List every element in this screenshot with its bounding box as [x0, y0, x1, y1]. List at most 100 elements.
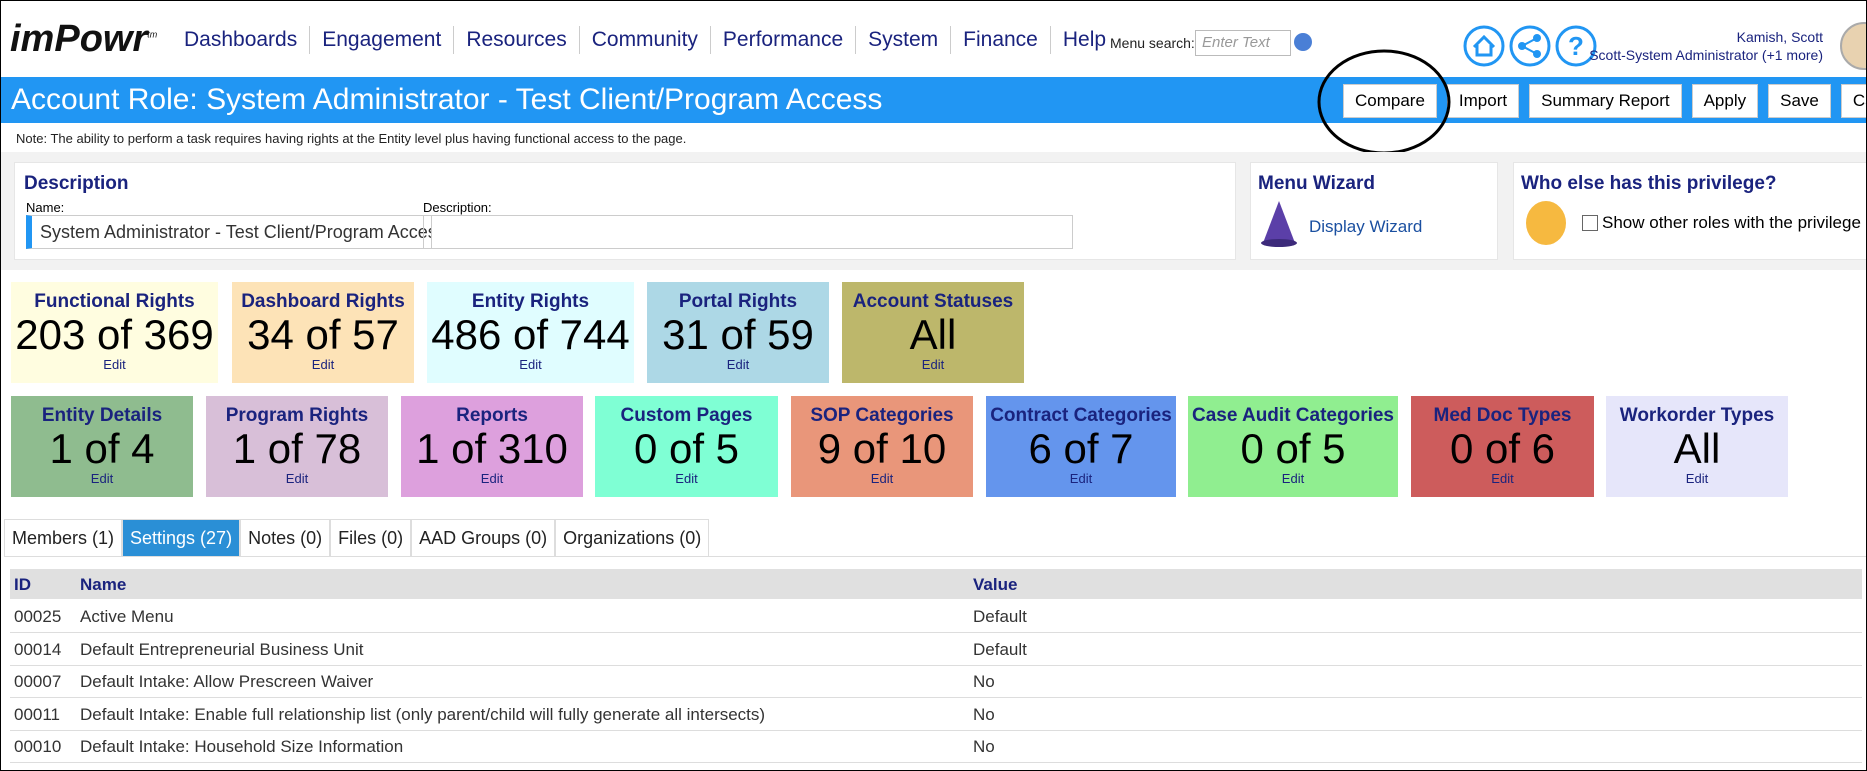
- checkbox[interactable]: [1582, 215, 1598, 231]
- menu-search-input[interactable]: Enter Text: [1195, 30, 1291, 56]
- tile-edit[interactable]: Edit: [285, 471, 309, 486]
- tile-title: Workorder Types: [1619, 405, 1775, 426]
- logo-mark: tm: [147, 29, 158, 40]
- user-role: Scott-System Administrator (+1 more): [1589, 47, 1823, 63]
- title-bar: Account Role: System Administrator - Tes…: [0, 77, 1867, 123]
- tile-value: 1 of 78: [232, 425, 362, 472]
- action-button[interactable]: Apply: [1691, 84, 1759, 118]
- action-button[interactable]: Import: [1446, 84, 1520, 118]
- panel-heading: Menu Wizard: [1258, 173, 1375, 194]
- summary-tile: Reports 1 of 310 Edit: [401, 396, 583, 497]
- table-cell: Default Intake: Allow Prescreen Waiver: [80, 672, 374, 692]
- menu-wizard-panel: Menu Wizard Display Wizard: [1250, 162, 1498, 260]
- share-icon[interactable]: [1509, 25, 1551, 67]
- tile-edit[interactable]: Edit: [519, 357, 542, 372]
- table-row[interactable]: 00014 Default Entrepreneurial Business Un…: [10, 633, 1862, 666]
- tile-value: 9 of 10: [817, 425, 947, 472]
- summary-tile: Dashboard Rights 34 of 57 Edit: [232, 282, 414, 383]
- tile-edit[interactable]: Edit: [1069, 471, 1093, 486]
- table-row[interactable]: 00007 Default Intake: Allow Prescreen Wai…: [10, 665, 1862, 699]
- wizard-icon: [1261, 201, 1297, 247]
- table-cell: 00014: [14, 639, 62, 659]
- tab[interactable]: AAD Groups (0): [411, 519, 556, 557]
- help-icon[interactable]: [1555, 25, 1597, 67]
- tab[interactable]: Files (0): [330, 519, 412, 557]
- top-header: imPowrtm Dashboards Engagement Resources Co…: [0, 0, 1867, 77]
- description-input[interactable]: [423, 215, 1073, 249]
- tab[interactable]: Notes (0): [240, 519, 331, 557]
- name-input[interactable]: System Administrator - Test Client/Progr…: [26, 215, 432, 249]
- nav-item[interactable]: Help: [1062, 28, 1107, 51]
- page-title: Account Role: System Administrator - Tes…: [11, 83, 883, 116]
- tile-edit[interactable]: Edit: [726, 357, 750, 372]
- table-cell: 00007: [14, 672, 62, 692]
- tile-title: Reports: [456, 405, 528, 426]
- summary-tile: Account Statuses All Edit: [842, 282, 1024, 383]
- action-button[interactable]: Save: [1768, 84, 1831, 118]
- tabs-divider: [4, 556, 1867, 557]
- table-row[interactable]: 00025 Active Menu Default: [10, 600, 1862, 633]
- column-header: Name: [80, 575, 127, 594]
- tile-title: Dashboard Rights: [241, 291, 405, 312]
- summary-tile: Functional Rights 203 of 369 Edit: [11, 282, 218, 383]
- tile-value: All: [1673, 425, 1721, 472]
- tile-title: Case Audit Categories: [1191, 405, 1394, 426]
- tab[interactable]: Settings (27): [122, 519, 241, 557]
- table-header: ID Name Value: [10, 569, 1862, 599]
- user-info[interactable]: Kamish, Scott Scott-System Administrator…: [1589, 28, 1823, 64]
- logo[interactable]: imPowrtm: [10, 18, 157, 61]
- tile-edit[interactable]: Edit: [1281, 471, 1305, 486]
- tab[interactable]: Members (1): [4, 519, 123, 557]
- main-nav: Dashboards Engagement Resources Community Pe…: [172, 26, 1118, 54]
- table-cell: Active Menu: [80, 607, 174, 626]
- table-cell: Default: [973, 607, 1027, 626]
- search-go[interactable]: [1294, 33, 1312, 51]
- tile-edit[interactable]: Edit: [1685, 471, 1709, 486]
- nav-item[interactable]: Resources: [454, 26, 580, 54]
- nav-item[interactable]: Performance: [711, 26, 857, 54]
- summary-tile: Contract Categories 6 of 7 Edit: [986, 396, 1176, 497]
- table-row[interactable]: 00011 Default Intake: Enable full relatio…: [10, 698, 1862, 731]
- tile-edit[interactable]: Edit: [675, 471, 698, 486]
- nav-item[interactable]: Engagement: [310, 26, 455, 54]
- summary-tile: Entity Rights 486 of 744 Edit: [427, 282, 634, 383]
- tile-title: Contract Categories: [990, 405, 1172, 426]
- action-button[interactable]: Summary Report: [1529, 84, 1682, 118]
- nav-item[interactable]: Finance: [951, 26, 1051, 54]
- tile-edit[interactable]: Edit: [311, 357, 335, 372]
- menu-search-label: Menu search:: [1110, 35, 1195, 51]
- note: Note: The ability to perform a task requ…: [16, 131, 687, 146]
- tile-edit[interactable]: Edit: [1491, 471, 1514, 486]
- panel-heading: Who else has this privilege?: [1521, 173, 1777, 194]
- home-icon[interactable]: [1463, 25, 1505, 67]
- table-cell: No: [973, 672, 995, 692]
- tile-edit[interactable]: Edit: [480, 471, 504, 486]
- wizard-link[interactable]: Display Wizard: [1309, 217, 1423, 236]
- tile-edit[interactable]: Edit: [921, 357, 945, 372]
- action-button[interactable]: Cancel: [1840, 84, 1867, 118]
- table-cell: Default Entrepreneurial Business Unit: [80, 639, 364, 659]
- nav-item[interactable]: System: [856, 26, 952, 54]
- table-row[interactable]: 00010 Default Intake: Household Size Info…: [10, 730, 1862, 764]
- tile-value: 1 of 4: [49, 425, 155, 472]
- nav-item[interactable]: Community: [580, 26, 711, 54]
- tile-value: 0 of 5: [633, 425, 740, 472]
- summary-tile: Med Doc Types 0 of 6 Edit: [1411, 396, 1594, 497]
- table-cell: No: [973, 704, 995, 724]
- action-button[interactable]: Compare: [1343, 84, 1437, 118]
- tile-value: 1 of 310: [416, 425, 568, 472]
- avatar[interactable]: [1840, 22, 1867, 70]
- tab[interactable]: Organizations (0): [555, 519, 710, 557]
- tile-edit[interactable]: Edit: [870, 471, 894, 486]
- tile-edit[interactable]: Edit: [90, 471, 114, 486]
- nav-item[interactable]: Dashboards: [172, 26, 311, 54]
- panel-heading: Description: [24, 173, 129, 194]
- tile-value: 0 of 5: [1240, 425, 1346, 472]
- table-cell: No: [973, 737, 995, 757]
- summary-tile: Workorder Types All Edit: [1606, 396, 1788, 497]
- description-label: Description:: [423, 200, 492, 215]
- tile-value: All: [909, 311, 957, 358]
- table-cell: 00010: [14, 737, 62, 757]
- tile-edit[interactable]: Edit: [103, 357, 126, 372]
